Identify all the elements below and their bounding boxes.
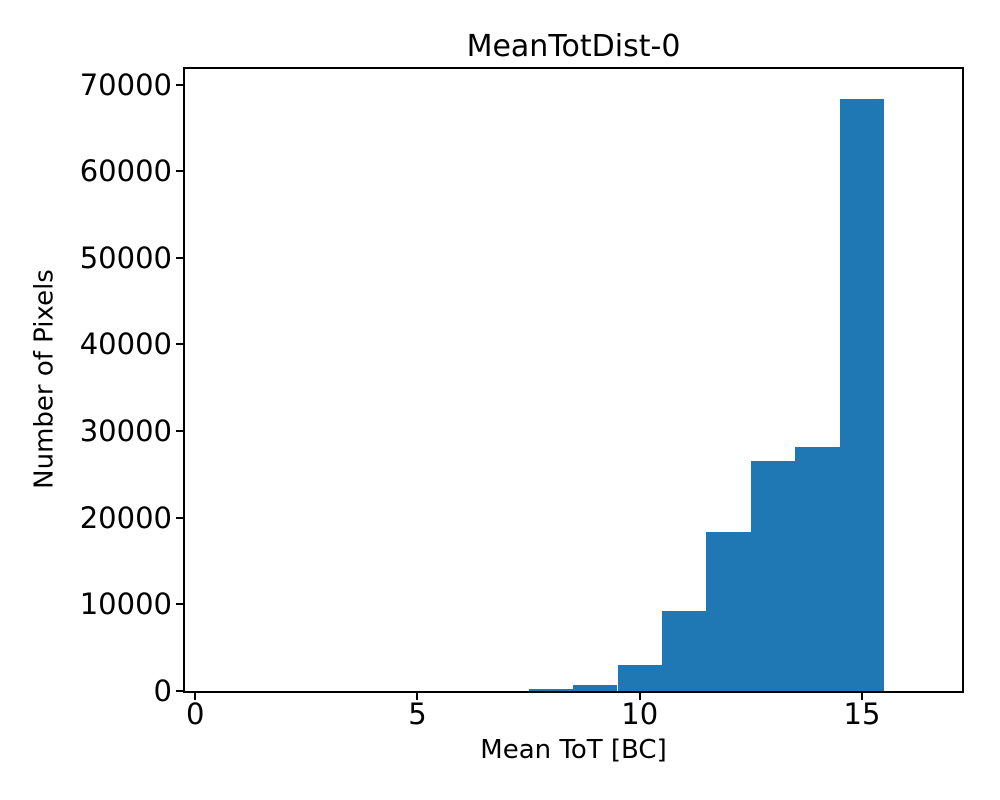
- histogram-bar: [528, 688, 574, 691]
- x-tick-label: 5: [408, 697, 427, 731]
- x-tick: [860, 693, 863, 700]
- histogram-bar: [795, 446, 840, 691]
- y-tick-label: 40000: [79, 327, 172, 362]
- y-tick-label: 20000: [79, 500, 172, 535]
- y-tick-label: 10000: [79, 587, 172, 622]
- chart-title: MeanTotDist-0: [466, 29, 681, 64]
- y-axis-label: Number of Pixels: [29, 269, 60, 489]
- x-tick: [638, 693, 641, 700]
- x-tick: [416, 693, 419, 700]
- x-tick-label: 0: [185, 697, 205, 731]
- y-tick-label: 0: [153, 674, 172, 708]
- y-tick: [176, 343, 183, 346]
- y-tick-label: 60000: [79, 154, 172, 189]
- x-axis-label: Mean ToT [BC]: [480, 735, 667, 765]
- y-tick: [176, 256, 183, 259]
- x-tick-label: 15: [843, 697, 881, 731]
- y-tick-label: 70000: [79, 67, 172, 102]
- y-tick-label: 50000: [79, 240, 172, 275]
- y-tick: [176, 516, 183, 519]
- plot-area: 0 5 10 15 0 10000 20000 30000 40000 50000 60000 700…: [80, 67, 964, 729]
- y-tick: [176, 430, 183, 433]
- y-tick: [176, 690, 183, 692]
- histogram-bar: [661, 611, 707, 691]
- y-tick: [176, 83, 183, 86]
- y-tick: [176, 603, 183, 606]
- histogram-bar: [839, 99, 885, 691]
- y-tick-label: 30000: [79, 414, 172, 449]
- y-tick: [176, 170, 183, 173]
- x-tick-label: 10: [621, 697, 659, 731]
- histogram-bar: [750, 461, 796, 691]
- x-tick: [194, 693, 197, 700]
- histogram-bar: [706, 532, 751, 691]
- histogram-bar: [573, 684, 618, 691]
- histogram-bar: [617, 665, 662, 691]
